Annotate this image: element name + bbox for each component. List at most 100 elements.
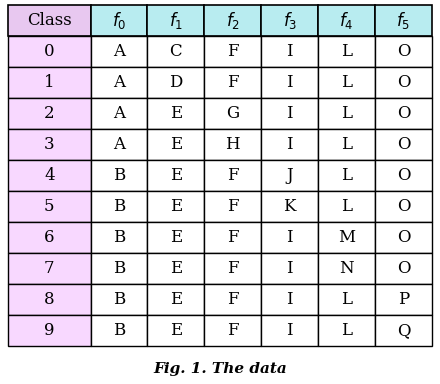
Bar bbox=[261, 284, 318, 315]
Bar bbox=[91, 67, 147, 98]
Text: 3: 3 bbox=[44, 136, 55, 153]
Text: E: E bbox=[170, 322, 182, 339]
Text: E: E bbox=[170, 229, 182, 246]
Bar bbox=[147, 160, 204, 191]
Bar bbox=[318, 284, 375, 315]
Bar bbox=[318, 191, 375, 222]
Bar bbox=[91, 222, 147, 253]
Text: 0: 0 bbox=[44, 43, 55, 60]
Bar bbox=[8, 284, 91, 315]
Text: E: E bbox=[170, 198, 182, 215]
Text: L: L bbox=[341, 43, 352, 60]
Bar bbox=[375, 5, 432, 36]
Bar bbox=[147, 5, 204, 36]
Text: L: L bbox=[341, 291, 352, 308]
Bar bbox=[375, 36, 432, 67]
Bar bbox=[147, 129, 204, 160]
Text: $f_3$: $f_3$ bbox=[282, 10, 297, 31]
Text: $f_5$: $f_5$ bbox=[396, 10, 411, 31]
Text: 8: 8 bbox=[44, 291, 55, 308]
Text: E: E bbox=[170, 291, 182, 308]
Text: F: F bbox=[227, 291, 238, 308]
Text: P: P bbox=[398, 291, 409, 308]
Text: A: A bbox=[113, 43, 125, 60]
Text: F: F bbox=[227, 43, 238, 60]
Text: N: N bbox=[339, 260, 354, 277]
Text: F: F bbox=[227, 74, 238, 91]
Text: L: L bbox=[341, 167, 352, 184]
Bar bbox=[318, 253, 375, 284]
Text: 4: 4 bbox=[44, 167, 55, 184]
Bar bbox=[204, 98, 261, 129]
Bar bbox=[375, 284, 432, 315]
Bar bbox=[147, 67, 204, 98]
Text: I: I bbox=[286, 229, 293, 246]
Bar bbox=[91, 98, 147, 129]
Bar bbox=[91, 284, 147, 315]
Bar bbox=[147, 253, 204, 284]
Text: A: A bbox=[113, 105, 125, 122]
Bar bbox=[204, 191, 261, 222]
Text: 6: 6 bbox=[44, 229, 55, 246]
Text: 7: 7 bbox=[44, 260, 55, 277]
Text: O: O bbox=[397, 43, 410, 60]
Text: F: F bbox=[227, 198, 238, 215]
Text: F: F bbox=[227, 167, 238, 184]
Text: Fig. 1. The data: Fig. 1. The data bbox=[153, 362, 287, 376]
Bar bbox=[375, 191, 432, 222]
Bar bbox=[375, 253, 432, 284]
Bar bbox=[8, 253, 91, 284]
Text: I: I bbox=[286, 291, 293, 308]
Text: H: H bbox=[225, 136, 240, 153]
Text: D: D bbox=[169, 74, 183, 91]
Text: B: B bbox=[113, 322, 125, 339]
Bar bbox=[261, 5, 318, 36]
Text: O: O bbox=[397, 260, 410, 277]
Bar bbox=[375, 67, 432, 98]
Text: C: C bbox=[169, 43, 182, 60]
Text: $f_2$: $f_2$ bbox=[226, 10, 240, 31]
Text: Class: Class bbox=[27, 12, 72, 29]
Text: L: L bbox=[341, 322, 352, 339]
Text: E: E bbox=[170, 260, 182, 277]
Bar bbox=[147, 284, 204, 315]
Bar bbox=[204, 67, 261, 98]
Text: $f_1$: $f_1$ bbox=[169, 10, 183, 31]
Text: E: E bbox=[170, 105, 182, 122]
Text: I: I bbox=[286, 136, 293, 153]
Bar bbox=[91, 36, 147, 67]
Bar bbox=[91, 191, 147, 222]
Bar bbox=[147, 98, 204, 129]
Bar bbox=[8, 36, 91, 67]
Text: E: E bbox=[170, 167, 182, 184]
Bar bbox=[261, 160, 318, 191]
Text: O: O bbox=[397, 105, 410, 122]
Text: I: I bbox=[286, 322, 293, 339]
Bar bbox=[261, 253, 318, 284]
Text: F: F bbox=[227, 322, 238, 339]
Bar bbox=[204, 284, 261, 315]
Bar bbox=[8, 191, 91, 222]
Bar bbox=[318, 5, 375, 36]
Text: L: L bbox=[341, 198, 352, 215]
Text: E: E bbox=[170, 136, 182, 153]
Text: B: B bbox=[113, 291, 125, 308]
Text: F: F bbox=[227, 229, 238, 246]
Text: I: I bbox=[286, 105, 293, 122]
Bar bbox=[204, 36, 261, 67]
Text: B: B bbox=[113, 198, 125, 215]
Text: B: B bbox=[113, 260, 125, 277]
Bar bbox=[261, 315, 318, 346]
Text: O: O bbox=[397, 136, 410, 153]
Text: B: B bbox=[113, 229, 125, 246]
Bar bbox=[261, 36, 318, 67]
Bar bbox=[375, 160, 432, 191]
Bar bbox=[204, 5, 261, 36]
Bar bbox=[204, 129, 261, 160]
Text: A: A bbox=[113, 74, 125, 91]
Bar bbox=[261, 98, 318, 129]
Text: Q: Q bbox=[397, 322, 410, 339]
Bar bbox=[318, 222, 375, 253]
Bar bbox=[147, 36, 204, 67]
Bar bbox=[8, 222, 91, 253]
